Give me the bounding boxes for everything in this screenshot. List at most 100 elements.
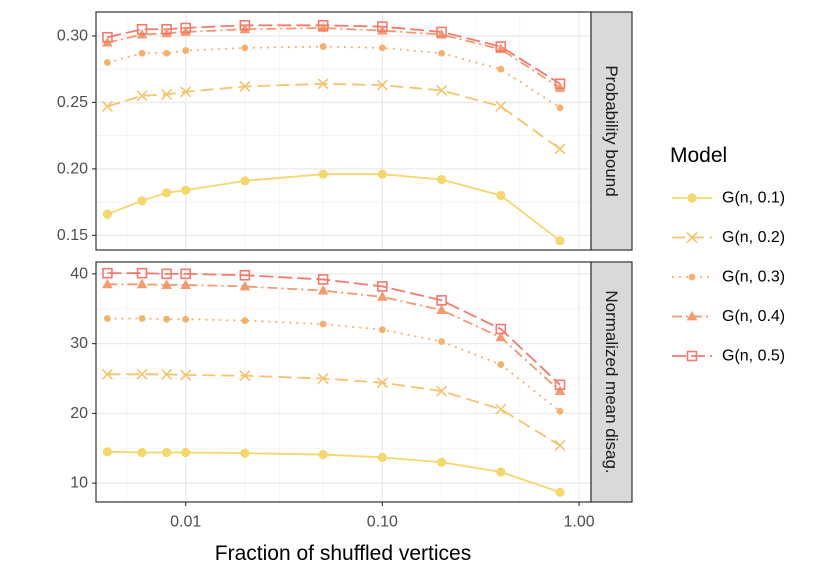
data-point-g-n-0-3 (104, 315, 111, 322)
legend-label-g-n-0-3: G(n, 0.3) (722, 269, 785, 286)
legend-label-g-n-0-2: G(n, 0.2) (722, 229, 785, 246)
data-point-g-n-0-1 (377, 169, 387, 179)
data-point-g-n-0-2 (376, 377, 388, 389)
series-line-g-n-0-4 (107, 283, 561, 392)
data-point-g-n-0-2 (436, 84, 448, 97)
data-point-g-n-0-5 (161, 23, 172, 35)
data-point-g-n-0-2 (495, 403, 507, 415)
data-point-g-n-0-4 (180, 279, 191, 289)
data-point-g-n-0-1 (137, 196, 147, 206)
series-line-g-n-0-3 (107, 317, 561, 413)
data-point-g-n-0-5 (180, 22, 191, 34)
data-point-g-n-0-5 (239, 269, 251, 281)
data-point-g-n-0-4 (239, 280, 251, 291)
data-point-g-n-0-1 (318, 169, 328, 179)
data-point-g-n-0-1 (137, 447, 147, 458)
panel-background (96, 262, 591, 502)
legend-title: Model (670, 144, 727, 167)
data-point-g-n-0-1 (162, 188, 172, 198)
data-point-g-n-0-3 (497, 361, 505, 368)
legend-label-g-n-0-1: G(n, 0.1) (722, 190, 785, 207)
legend-key-marker-g-n-0-2 (686, 231, 698, 244)
data-point-g-n-0-5 (136, 267, 148, 279)
panel-normalized-mean-disag: 10 20 30 40 Normalized mean disag. (70, 261, 633, 503)
data-point-g-n-0-2 (239, 80, 251, 93)
series-line-g-n-0-1 (107, 450, 561, 494)
data-point-g-n-0-2 (495, 100, 507, 112)
data-point-g-n-0-5 (436, 26, 447, 38)
data-point-g-n-0-5 (317, 19, 329, 31)
data-point-g-n-0-1 (102, 209, 113, 219)
panel-grid (96, 262, 591, 502)
data-point-g-n-0-5 (554, 379, 566, 391)
data-point-g-n-0-5 (436, 295, 447, 306)
y-tick-label: 30 (70, 335, 88, 352)
data-point-g-n-0-2 (161, 88, 173, 101)
data-point-g-n-0-4 (377, 25, 388, 35)
data-point-g-n-0-4 (161, 279, 172, 289)
data-point-g-n-0-3 (438, 49, 445, 57)
panel-series-lines (107, 24, 561, 242)
data-point-g-n-0-3 (104, 59, 111, 66)
data-point-g-n-0-5 (377, 281, 388, 292)
data-point-g-n-0-4 (136, 278, 148, 289)
data-point-g-n-0-3 (241, 44, 249, 52)
data-point-g-n-0-3 (438, 338, 445, 345)
data-point-g-n-0-2 (554, 143, 566, 155)
x-tick-label: 0.01 (170, 514, 201, 531)
legend-label-g-n-0-4: G(n, 0.4) (722, 308, 785, 325)
legend-key-marker-g-n-0-4 (686, 310, 698, 321)
data-point-g-n-0-1 (555, 236, 565, 246)
data-point-g-n-0-4 (554, 82, 566, 92)
data-point-g-n-0-2 (180, 86, 192, 98)
legend-label-g-n-0-5: G(n, 0.5) (722, 348, 785, 365)
strip-label: Normalized mean disag. (602, 290, 621, 473)
data-point-g-n-0-1 (436, 457, 447, 467)
data-point-g-n-0-1 (162, 447, 172, 458)
data-point-g-n-0-5 (317, 274, 329, 285)
data-point-g-n-0-1 (377, 452, 387, 462)
data-point-g-n-0-5 (554, 78, 566, 90)
data-point-g-n-0-4 (239, 23, 251, 34)
data-point-g-n-0-5 (136, 23, 148, 35)
data-point-g-n-0-2 (161, 368, 173, 380)
x-axis-ticks: 0.01 0.10 1.00 (170, 502, 595, 531)
data-point-g-n-0-1 (555, 487, 565, 497)
x-tick-label: 0.10 (367, 514, 398, 531)
data-point-g-n-0-5 (102, 31, 113, 43)
data-point-g-n-0-1 (102, 447, 113, 457)
data-point-g-n-0-4 (161, 27, 172, 38)
data-point-g-n-0-4 (436, 304, 447, 315)
data-point-g-n-0-5 (239, 19, 251, 31)
y-tick-label: 0.25 (57, 94, 88, 111)
strip-background (590, 11, 633, 251)
y-axis-ticks: 10 20 30 40 (70, 265, 96, 492)
data-point-g-n-0-5 (495, 41, 507, 52)
data-point-g-n-0-3 (378, 44, 386, 52)
legend-key-marker-g-n-0-1 (687, 193, 697, 203)
y-tick-label: 40 (70, 265, 88, 282)
data-point-g-n-0-4 (554, 385, 566, 395)
data-point-g-n-0-5 (495, 323, 507, 335)
y-tick-label: 0.30 (57, 27, 88, 44)
strip-background (590, 261, 633, 503)
data-point-g-n-0-1 (240, 176, 250, 186)
data-point-g-n-0-2 (239, 370, 251, 382)
y-axis-ticks: 0.15 0.20 0.25 0.30 (57, 27, 96, 244)
series-line-g-n-0-5 (107, 24, 561, 85)
strip-label: Probability bound (602, 65, 621, 196)
data-point-g-n-0-4 (317, 285, 329, 295)
panel-probability-bound: 0.15 0.20 0.25 0.30 Probability bound (57, 11, 633, 251)
data-point-g-n-0-5 (102, 267, 113, 279)
panel-series-lines (107, 272, 561, 494)
data-point-g-n-0-2 (376, 79, 388, 91)
series-line-g-n-0-5 (107, 272, 561, 386)
data-point-g-n-0-4 (377, 291, 388, 301)
x-axis-title: Fraction of shuffled vertices (215, 542, 471, 565)
data-point-g-n-0-2 (180, 369, 192, 381)
y-tick-label: 0.20 (57, 160, 88, 177)
data-point-g-n-0-3 (182, 47, 190, 54)
y-tick-label: 10 (70, 475, 88, 492)
data-point-g-n-0-5 (180, 268, 191, 280)
